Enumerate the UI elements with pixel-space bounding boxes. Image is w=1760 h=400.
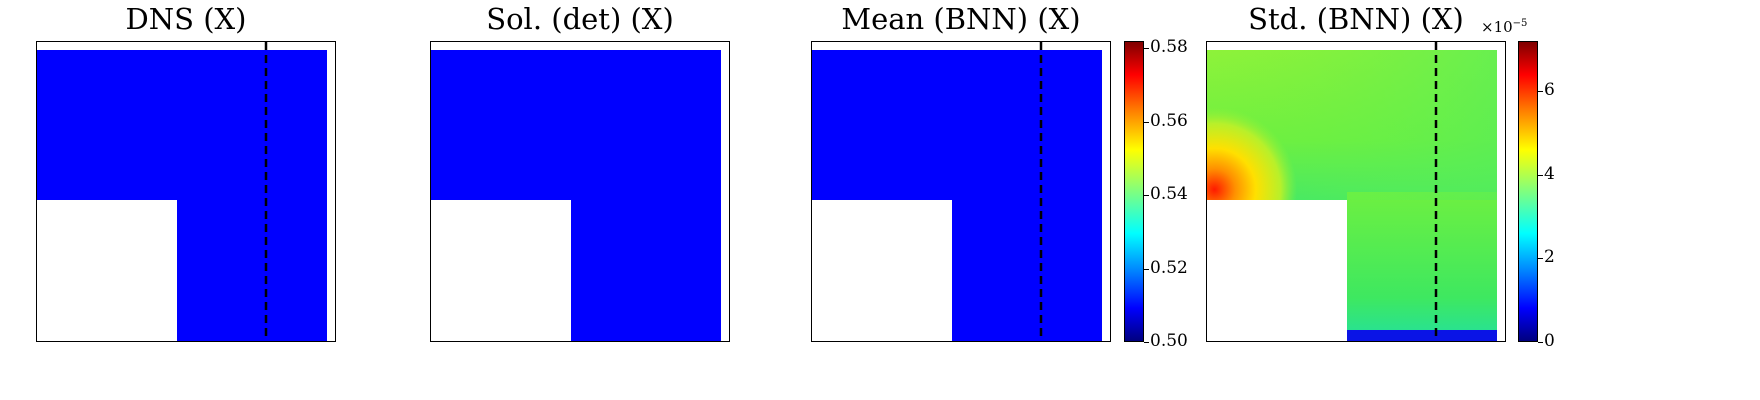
colorbar-tick	[1144, 48, 1149, 49]
colorbar-mean	[1124, 41, 1144, 342]
heatmap-sol-det	[431, 50, 721, 341]
heatmap-frame	[811, 41, 1111, 342]
colorbar-tick	[1144, 342, 1149, 343]
colorbar-tick-label: 0.50	[1150, 331, 1188, 351]
heatmap-std-bnn	[1207, 42, 1497, 341]
colorbar-tick	[1538, 258, 1543, 259]
colorbar-tick-label: 6	[1544, 80, 1555, 100]
colorbar-tick-label: 0.54	[1150, 184, 1188, 204]
heatmap-mean-bnn	[812, 42, 1102, 341]
colorbar-std	[1518, 41, 1538, 342]
colorbar-tick	[1538, 175, 1543, 176]
colorbar-tick	[1538, 342, 1543, 343]
colorbar-tick	[1538, 91, 1543, 92]
colorbar-tick-label: 4	[1544, 164, 1555, 184]
panel-title: Sol. (det) (X)	[486, 2, 674, 36]
colorbar-tick	[1144, 122, 1149, 123]
colorbar-multiplier: ×10−5	[1481, 18, 1528, 36]
panel-title: Std. (BNN) (X)	[1248, 2, 1464, 36]
colorbar-tick-label: 0.52	[1150, 258, 1188, 278]
panel-title: Mean (BNN) (X)	[841, 2, 1081, 36]
heatmap-frame	[36, 41, 336, 342]
colorbar-tick-label: 0	[1544, 331, 1555, 351]
heatmap-frame	[430, 41, 730, 342]
colorbar-tick-label: 2	[1544, 247, 1555, 267]
panel-title: DNS (X)	[125, 2, 247, 36]
colorbar-tick-label: 0.58	[1150, 37, 1188, 57]
colorbar-tick-label: 0.56	[1150, 111, 1188, 131]
colorbar-tick	[1144, 195, 1149, 196]
colorbar-tick	[1144, 269, 1149, 270]
heatmap-dns	[37, 42, 327, 341]
heatmap-frame	[1206, 41, 1506, 342]
